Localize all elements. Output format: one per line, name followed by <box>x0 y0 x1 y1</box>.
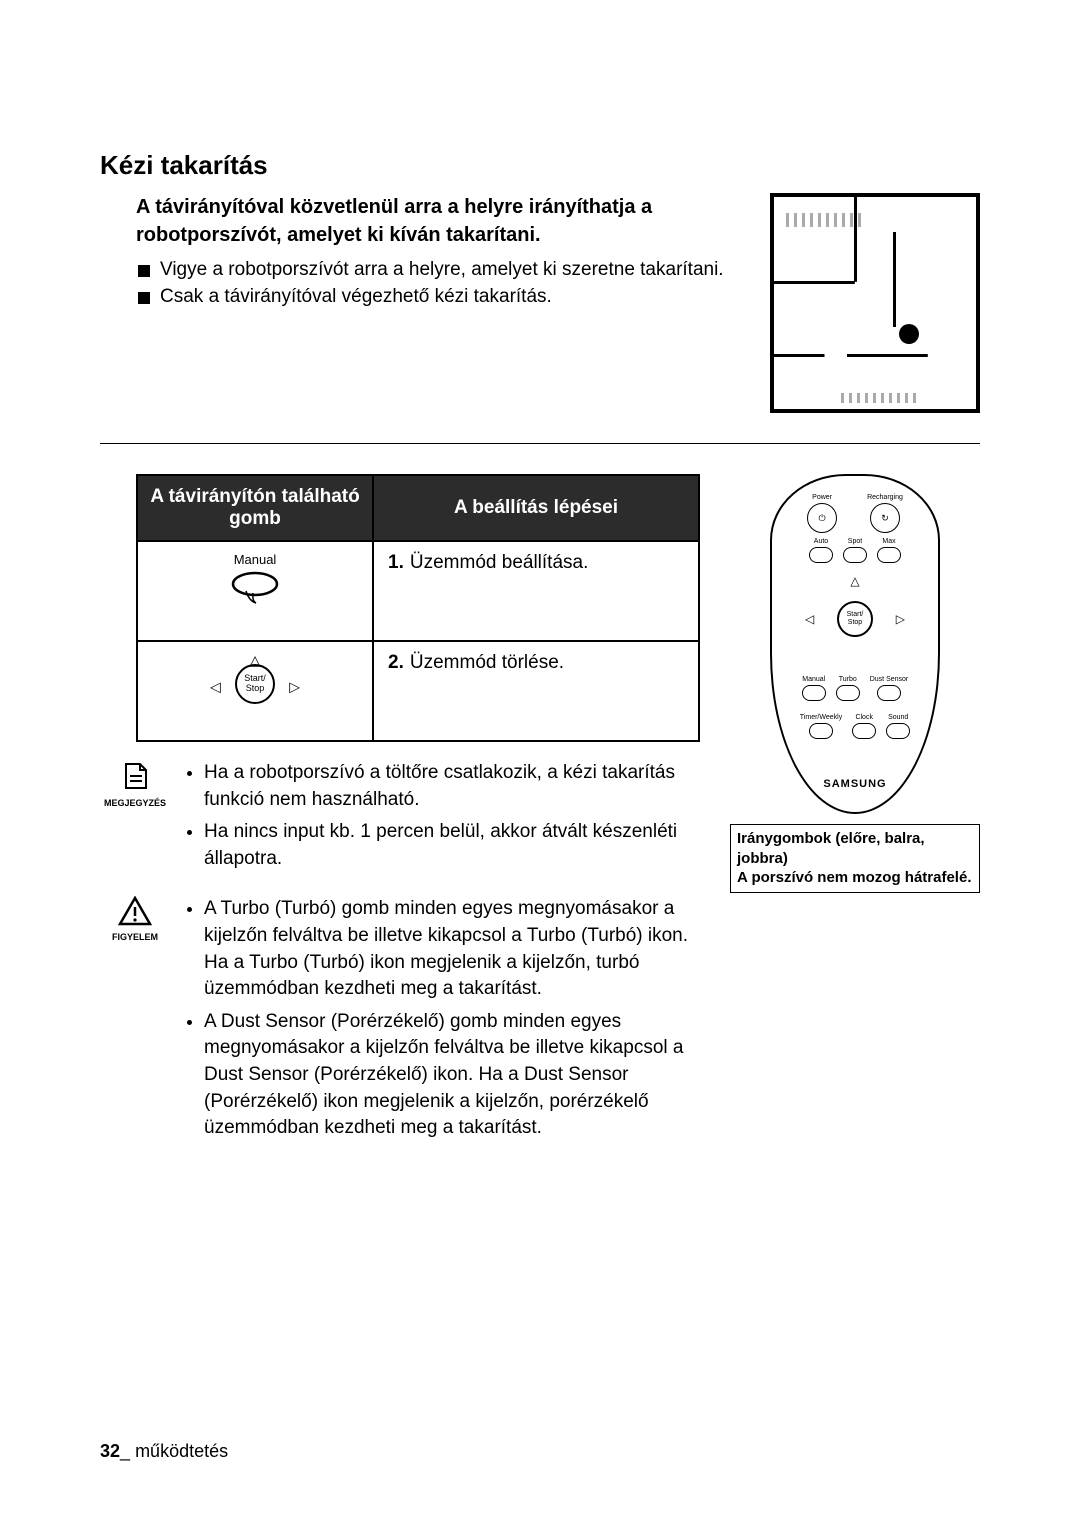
step-text: Üzemmód törlése. <box>410 652 564 674</box>
intro-bold-text: A távirányítóval közvetlenül arra a hely… <box>136 193 750 249</box>
remote-illustration: Power⏻ Recharging↻ Auto Spot Max △◁▷ Sta… <box>770 474 940 814</box>
note-label-badge: MEGJEGYZÉS <box>100 760 170 878</box>
step-text: Üzemmód beállítása. <box>410 552 588 574</box>
note-icon <box>100 760 170 798</box>
dpad-icon: △ ◁ ▷ Start/ Stop <box>210 652 300 722</box>
step-number: 1. <box>388 552 404 574</box>
warning-item: A Dust Sensor (Porérzékelő) gomb minden … <box>204 1009 700 1142</box>
section-title: Kézi takarítás <box>100 150 980 181</box>
table-header: A beállítás lépései <box>373 475 699 541</box>
remote-dpad-icon: △◁▷ Start/ Stop <box>805 574 905 664</box>
note-item: Ha a robotporszívó a töltőre csatlakozik… <box>204 760 700 813</box>
intro-bullet: Vigye a robotporszívót arra a helyre, am… <box>136 257 750 284</box>
manual-label: Manual <box>152 552 358 567</box>
manual-button-icon <box>228 571 282 611</box>
remote-caption: Iránygombok (előre, balra, jobbra) A por… <box>730 824 980 893</box>
table-row: △ ◁ ▷ Start/ Stop 2. Üzemmód törlése. <box>137 641 699 741</box>
recharging-icon: ↻ <box>870 503 900 533</box>
horizontal-divider <box>100 443 980 444</box>
intro-bullet: Csak a távirányítóval végezhető kézi tak… <box>136 284 750 311</box>
warning-label-badge: FIGYELEM <box>100 896 170 1147</box>
power-icon: ⏻ <box>807 503 837 533</box>
steps-table: A távirányítón található gomb A beállítá… <box>136 474 700 742</box>
floorplan-illustration <box>770 193 980 413</box>
note-item: Ha nincs input kb. 1 percen belül, akkor… <box>204 819 700 872</box>
page-footer: 32_ működtetés <box>100 1441 228 1462</box>
step-number: 2. <box>388 652 404 674</box>
brand-logo: SAMSUNG <box>772 778 938 790</box>
warning-item: A Turbo (Turbó) gomb minden egyes megnyo… <box>204 896 700 1002</box>
table-row: Manual 1. Üzemmód beállítása. <box>137 541 699 641</box>
warning-icon <box>100 896 170 932</box>
table-header: A távirányítón található gomb <box>137 475 373 541</box>
